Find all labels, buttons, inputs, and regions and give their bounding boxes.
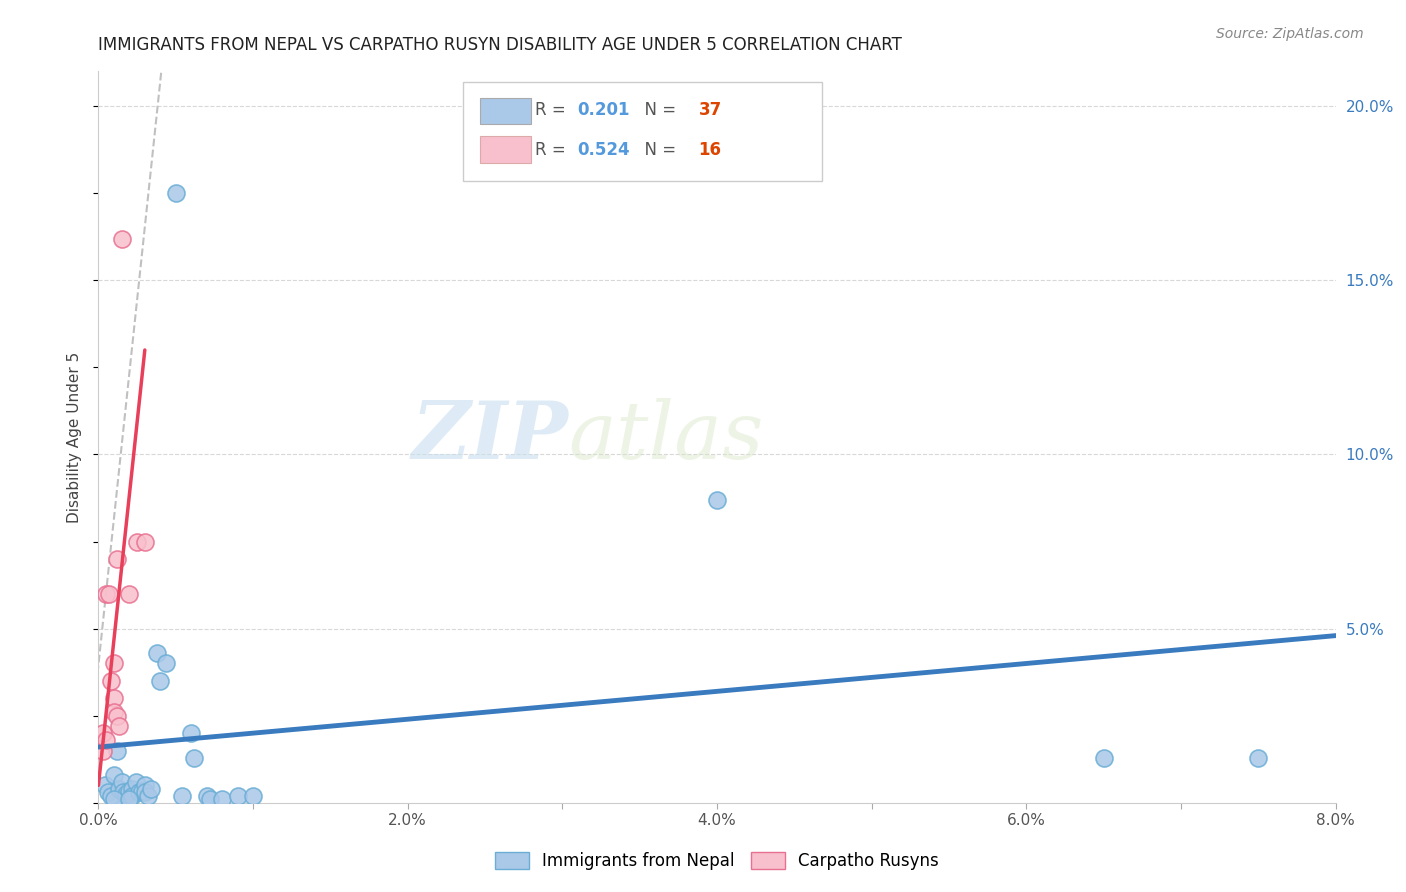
Point (149, 673, 172, 688)
Point (105, 552, 128, 566)
Point (1092, 750, 1115, 764)
Point (96, 587, 118, 601)
Point (111, 775, 134, 789)
Point (103, 657, 125, 671)
Text: R =: R = (536, 101, 571, 120)
Point (118, 587, 141, 601)
Point (124, 775, 146, 789)
Point (121, 789, 143, 803)
Point (97, 785, 120, 799)
Point (242, 789, 264, 803)
Point (121, 781, 143, 796)
Point (139, 781, 162, 796)
Point (100, 673, 122, 688)
Point (226, 789, 249, 803)
Text: 37: 37 (699, 101, 721, 120)
Point (111, 231, 134, 245)
Point (134, 778, 156, 792)
Point (118, 783, 141, 797)
Point (115, 787, 138, 801)
Point (103, 705, 125, 719)
Text: Source: ZipAtlas.com: Source: ZipAtlas.com (1216, 27, 1364, 41)
Point (112, 785, 135, 799)
Point (706, 492, 728, 507)
Point (91, 726, 114, 740)
FancyBboxPatch shape (479, 136, 531, 162)
Point (107, 781, 129, 796)
Y-axis label: Disability Age Under 5: Disability Age Under 5 (67, 351, 83, 523)
Point (155, 657, 177, 671)
Point (195, 789, 218, 803)
Point (103, 691, 125, 706)
Point (98, 587, 121, 601)
Point (134, 534, 156, 549)
Text: 16: 16 (699, 141, 721, 159)
Text: ZIP: ZIP (412, 399, 568, 475)
Point (131, 783, 153, 797)
Point (93, 778, 115, 792)
Point (146, 646, 169, 660)
Point (105, 743, 128, 757)
Point (165, 186, 187, 201)
Point (127, 534, 149, 549)
Legend: Immigrants from Nepal, Carpatho Rusyns: Immigrants from Nepal, Carpatho Rusyns (486, 844, 948, 879)
Text: N =: N = (634, 101, 682, 120)
Point (118, 792, 141, 806)
Point (107, 719, 129, 733)
Text: IMMIGRANTS FROM NEPAL VS CARPATHO RUSYN DISABILITY AGE UNDER 5 CORRELATION CHART: IMMIGRANTS FROM NEPAL VS CARPATHO RUSYN … (98, 36, 903, 54)
Text: N =: N = (634, 141, 682, 159)
Point (128, 785, 150, 799)
Point (211, 792, 233, 806)
FancyBboxPatch shape (464, 82, 823, 181)
Point (1247, 750, 1270, 764)
Point (103, 768, 125, 782)
Text: 0.201: 0.201 (578, 101, 630, 120)
Text: 0.524: 0.524 (578, 141, 630, 159)
Point (115, 789, 138, 803)
Point (91, 743, 114, 757)
Text: R =: R = (536, 141, 571, 159)
Point (183, 750, 205, 764)
Point (105, 708, 128, 723)
Point (96, 733, 118, 747)
Text: atlas: atlas (568, 399, 763, 475)
Point (100, 789, 122, 803)
Point (198, 792, 221, 806)
Point (136, 789, 159, 803)
Point (134, 785, 156, 799)
Point (170, 789, 193, 803)
Point (180, 726, 202, 740)
Point (103, 792, 125, 806)
FancyBboxPatch shape (479, 98, 531, 124)
